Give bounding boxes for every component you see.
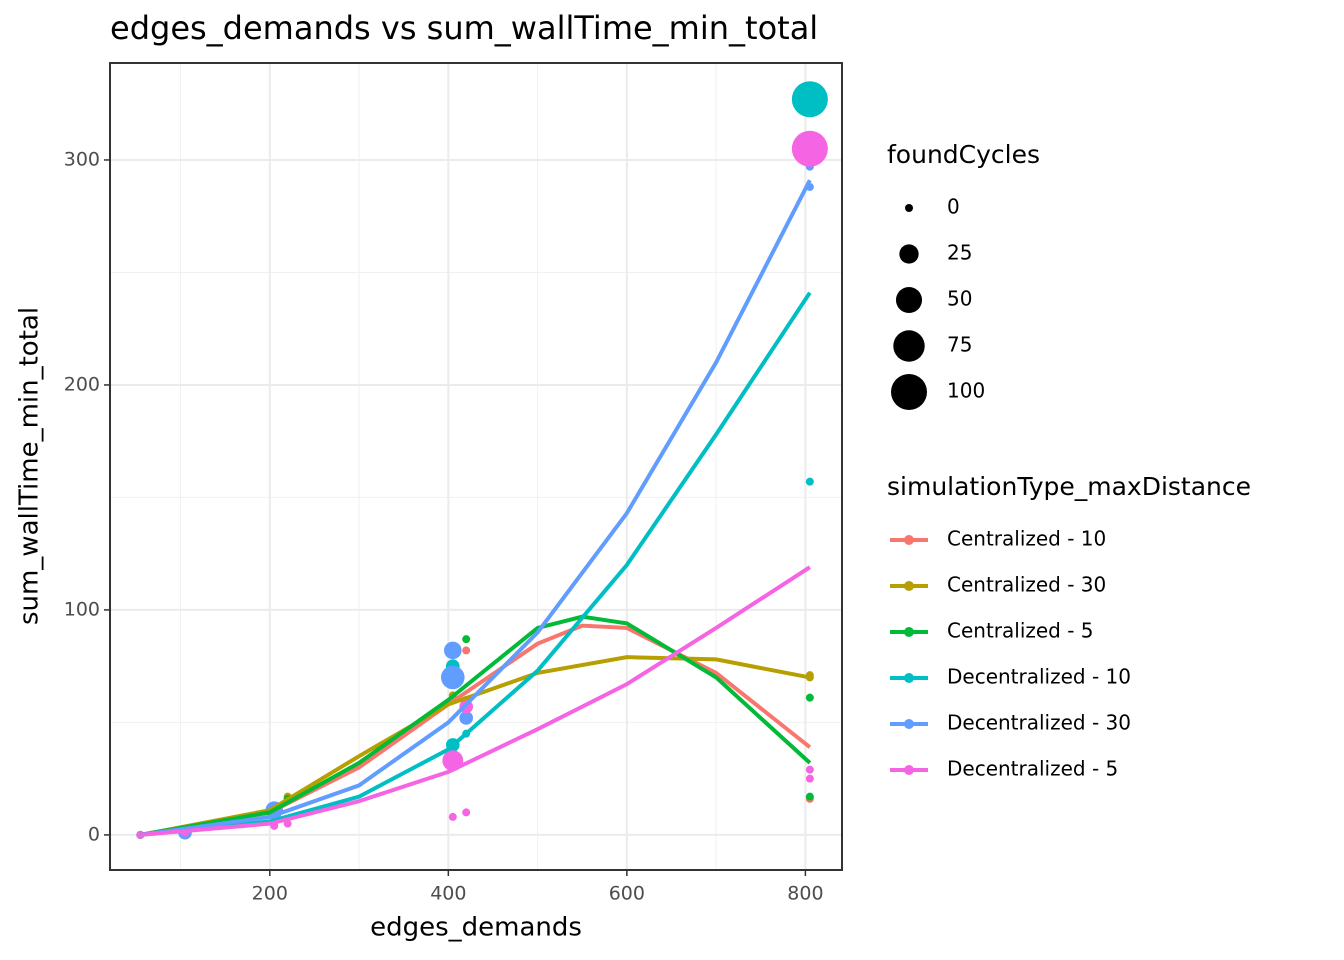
- size-legend-label: 50: [947, 287, 972, 311]
- legend-dot: [904, 581, 914, 591]
- plot-border: [109, 62, 843, 871]
- legend-label: Decentralized - 10: [947, 665, 1131, 689]
- y-tick-label: 100: [64, 598, 100, 620]
- point: [805, 693, 814, 702]
- legend-dot: [904, 765, 914, 775]
- legend-dot: [904, 627, 914, 637]
- point: [462, 635, 471, 644]
- x-tick-label: 800: [787, 883, 823, 905]
- smooth-line: [140, 623, 812, 837]
- legend-dot: [904, 535, 914, 545]
- point: [805, 792, 814, 801]
- x-tick-label: 600: [609, 883, 645, 905]
- size-legend-label: 75: [947, 333, 972, 357]
- legend-label: Decentralized - 30: [947, 711, 1131, 735]
- point: [462, 646, 471, 655]
- y-tick-label: 0: [88, 823, 100, 845]
- size-legend-key: [893, 330, 925, 362]
- color-legend-title: simulationType_maxDistance: [887, 472, 1251, 501]
- legend-label: Centralized - 10: [947, 527, 1106, 551]
- size-legend-title: foundCycles: [887, 140, 1040, 169]
- legend-label: Decentralized - 5: [947, 757, 1118, 781]
- point: [462, 808, 471, 817]
- legend-dot: [904, 719, 914, 729]
- point: [440, 665, 465, 690]
- x-tick-label: 400: [430, 883, 466, 905]
- size-legend-label: 100: [947, 379, 985, 403]
- point: [805, 774, 814, 783]
- x-axis-title: edges_demands: [370, 913, 582, 943]
- point: [791, 81, 828, 118]
- chart-title: edges_demands vs sum_wallTime_min_total: [110, 9, 818, 47]
- smooth-line: [140, 179, 812, 837]
- point: [805, 477, 814, 486]
- smooth-line: [140, 614, 812, 837]
- y-tick-label: 300: [64, 148, 100, 170]
- point: [448, 812, 457, 821]
- legend-dot: [904, 673, 914, 683]
- point: [443, 641, 462, 660]
- y-axis-title: sum_wallTime_min_total: [15, 307, 45, 625]
- smooth-line: [140, 291, 812, 837]
- size-legend-key: [891, 374, 927, 410]
- legend-label: Centralized - 5: [947, 619, 1094, 643]
- size-legend-key: [905, 204, 913, 212]
- point: [459, 711, 474, 725]
- size-legend-label: 25: [947, 241, 972, 265]
- y-tick-label: 200: [64, 373, 100, 395]
- smooth-line: [140, 565, 811, 837]
- size-legend-key: [895, 286, 923, 314]
- point: [805, 765, 814, 774]
- point: [791, 130, 828, 167]
- x-tick-label: 200: [252, 883, 288, 905]
- smooth-line: [139, 655, 811, 837]
- size-legend-label: 0: [947, 195, 960, 219]
- legend-label: Centralized - 30: [947, 573, 1106, 597]
- size-legend-key: [899, 244, 919, 264]
